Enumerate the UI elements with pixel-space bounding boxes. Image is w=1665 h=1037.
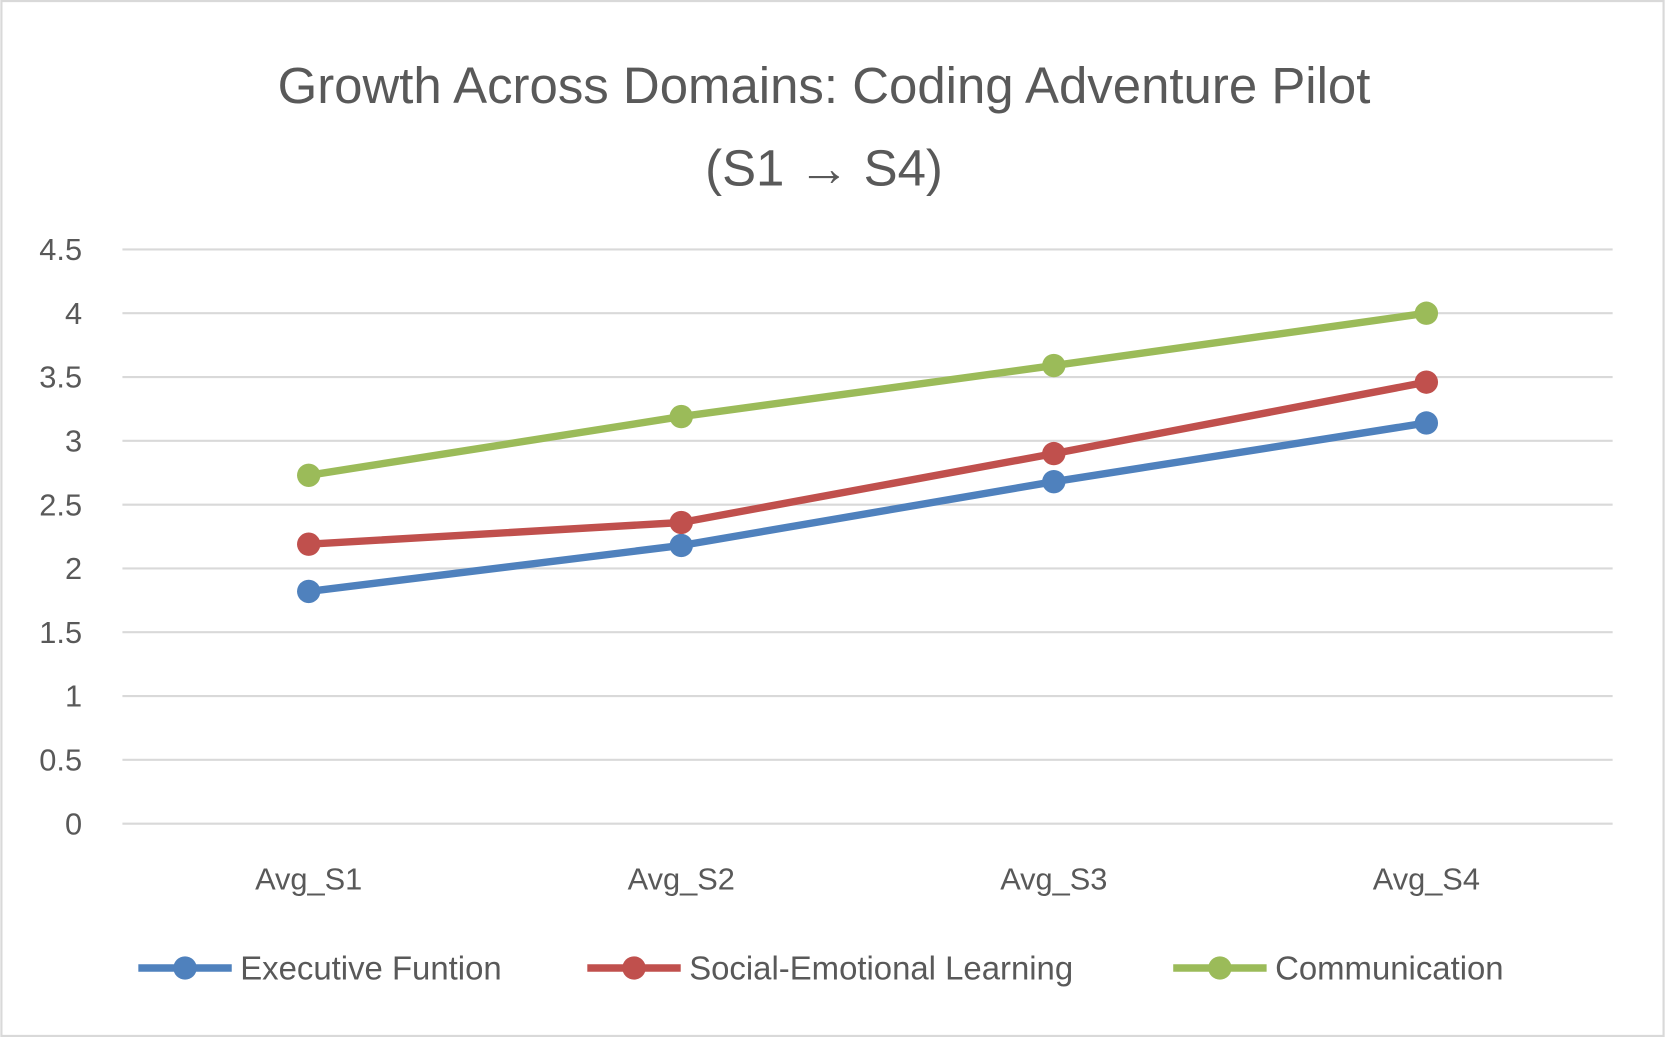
series-line bbox=[304, 309, 1431, 480]
series-0 bbox=[297, 411, 1439, 604]
data-point bbox=[297, 532, 321, 556]
y-tick-label: 2 bbox=[65, 551, 82, 586]
data-point bbox=[669, 510, 693, 535]
x-tick-label: Avg_S1 bbox=[255, 861, 362, 896]
data-point bbox=[1414, 301, 1439, 325]
data-point bbox=[669, 404, 693, 429]
gridlines bbox=[122, 248, 1613, 825]
chart-title-line-2: (S1 → S4) bbox=[705, 140, 943, 197]
data-point bbox=[1042, 441, 1066, 466]
data-point bbox=[1414, 411, 1439, 435]
legend-item: Executive Funtion bbox=[138, 950, 502, 987]
legend-label: Executive Funtion bbox=[240, 950, 501, 987]
y-axis-ticks: 0 0.5 1 1.5 2 2.5 3 3.5 4 4.5 bbox=[39, 232, 82, 841]
series-line bbox=[304, 378, 1431, 548]
legend-item: Communication bbox=[1173, 950, 1504, 987]
series-group bbox=[297, 301, 1439, 604]
data-point bbox=[669, 533, 693, 558]
series-line bbox=[304, 419, 1431, 596]
x-tick-label: Avg_S4 bbox=[1373, 861, 1480, 896]
y-tick-label: 0 bbox=[65, 806, 82, 841]
y-tick-label: 0.5 bbox=[39, 742, 82, 777]
legend-marker bbox=[622, 956, 646, 980]
data-point bbox=[297, 579, 321, 604]
legend-item: Social-Emotional Learning bbox=[587, 950, 1073, 987]
x-tick-label: Avg_S3 bbox=[1000, 861, 1107, 896]
legend-label: Social-Emotional Learning bbox=[689, 950, 1073, 987]
y-tick-label: 3 bbox=[65, 423, 82, 458]
data-point bbox=[297, 463, 321, 487]
y-tick-label: 3.5 bbox=[39, 360, 82, 395]
legend-marker bbox=[173, 956, 197, 980]
data-point bbox=[1414, 370, 1439, 394]
series-2 bbox=[297, 301, 1439, 487]
data-point bbox=[1042, 469, 1066, 494]
x-axis-ticks: Avg_S1 Avg_S2 Avg_S3 Avg_S4 bbox=[255, 861, 1480, 896]
legend-marker bbox=[1208, 956, 1232, 980]
chart-title-line-1: Growth Across Domains: Coding Adventure … bbox=[278, 57, 1371, 114]
y-tick-label: 1.5 bbox=[39, 615, 82, 650]
series-1 bbox=[297, 370, 1439, 556]
y-tick-label: 4 bbox=[65, 296, 82, 331]
data-point bbox=[1042, 353, 1066, 378]
x-tick-label: Avg_S2 bbox=[628, 861, 735, 896]
legend-label: Communication bbox=[1275, 950, 1504, 987]
legend: Executive Funtion Social-Emotional Learni… bbox=[138, 950, 1504, 987]
y-tick-label: 1 bbox=[65, 679, 82, 714]
y-tick-label: 2.5 bbox=[39, 487, 82, 522]
y-tick-label: 4.5 bbox=[39, 232, 82, 267]
